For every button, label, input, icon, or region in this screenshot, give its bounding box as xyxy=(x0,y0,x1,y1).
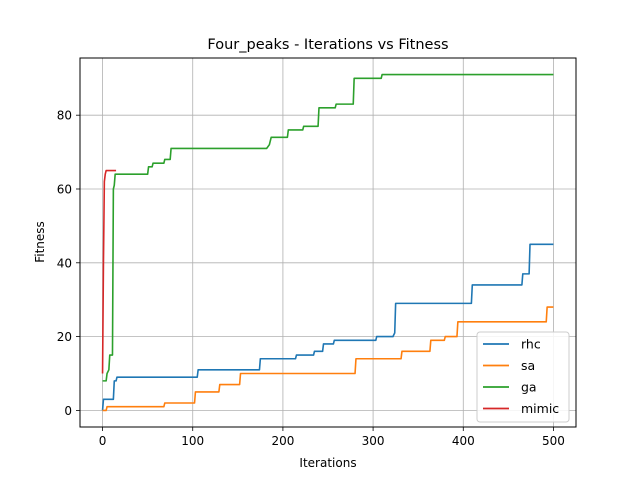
x-tick-label: 400 xyxy=(452,434,475,448)
legend-label-sa: sa xyxy=(521,358,535,373)
chart-title: Four_peaks - Iterations vs Fitness xyxy=(207,37,448,53)
x-axis-label: Iterations xyxy=(299,456,356,470)
series-line-mimic xyxy=(101,169,117,374)
legend: rhc sa ga mimic xyxy=(476,331,570,423)
series-line-sa xyxy=(102,306,554,412)
y-tick-label: 80 xyxy=(57,109,72,123)
x-tick-label: 500 xyxy=(542,434,565,448)
legend-label-rhc: rhc xyxy=(521,337,541,352)
grid xyxy=(80,58,576,427)
x-tick-label: 0 xyxy=(99,434,107,448)
y-tick-label: 40 xyxy=(57,256,72,270)
x-tick-label: 300 xyxy=(362,434,385,448)
legend-label-ga: ga xyxy=(521,380,537,395)
x-tick-label: 200 xyxy=(271,434,294,448)
y-tick-label: 60 xyxy=(57,182,72,196)
y-axis-label: Fitness xyxy=(33,221,47,263)
series-layer xyxy=(101,73,554,412)
series-line-rhc xyxy=(101,243,554,411)
ticks: 0 100 200 300 400 500 0 20 40 60 80 xyxy=(57,109,565,448)
series-line-ga xyxy=(102,73,554,382)
legend-label-mimic: mimic xyxy=(521,401,559,416)
legend-box xyxy=(476,331,570,423)
plot-frame xyxy=(79,57,577,428)
x-tick-label: 100 xyxy=(181,434,204,448)
y-tick-label: 0 xyxy=(64,404,72,418)
y-tick-label: 20 xyxy=(57,330,72,344)
